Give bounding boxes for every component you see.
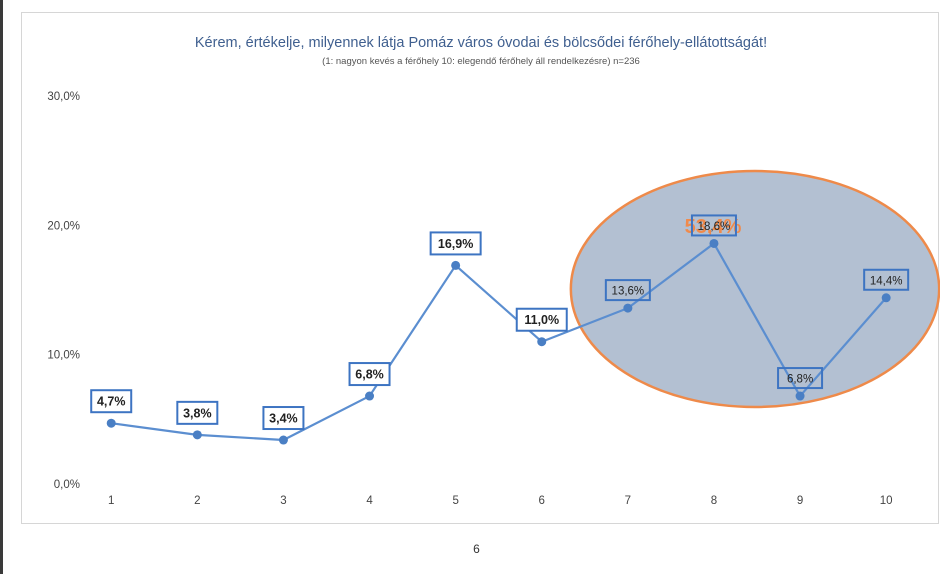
data-label-text: 3,8% bbox=[183, 406, 212, 420]
x-tick-label: 10 bbox=[880, 495, 893, 507]
data-label-text: 13,6% bbox=[612, 286, 645, 298]
x-tick-label: 8 bbox=[711, 495, 717, 507]
data-point-2 bbox=[192, 430, 202, 440]
chart-title: Kérem, értékelje, milyennek látja Pomáz … bbox=[195, 35, 767, 51]
axis-layer: 0,0% 10,0% 20,0% 30,0% 1 2 3 4 5 6 7 8 9 10 bbox=[47, 91, 892, 507]
data-point-10 bbox=[881, 293, 891, 303]
data-label-box bbox=[348, 362, 391, 387]
data-label-layer: 4,7% 3,8% 3,4% 6,8% 16,9% 11,0% 13,6% 18,6% 6,8%… bbox=[90, 214, 910, 431]
data-label-5: 16,9% bbox=[429, 231, 482, 256]
data-label-box bbox=[777, 367, 824, 390]
data-label-box bbox=[429, 231, 482, 256]
data-point-1 bbox=[106, 418, 116, 428]
data-label-box bbox=[690, 214, 737, 237]
series-layer bbox=[106, 238, 891, 445]
highlight-layer: 53,4% bbox=[569, 169, 940, 409]
data-label-10: 14,4% bbox=[863, 268, 910, 291]
data-label-8: 18,6% bbox=[690, 214, 737, 237]
y-tick-label: 10,0% bbox=[47, 350, 80, 362]
data-point-8 bbox=[709, 238, 719, 248]
x-tick-label: 4 bbox=[366, 495, 373, 507]
y-tick-label: 20,0% bbox=[47, 220, 80, 232]
x-tick-label: 9 bbox=[797, 495, 803, 507]
data-label-text: 14,4% bbox=[870, 275, 903, 287]
data-label-box bbox=[90, 389, 133, 414]
data-point-5 bbox=[451, 260, 461, 270]
data-label-4: 6,8% bbox=[348, 362, 391, 387]
x-tick-label: 6 bbox=[539, 495, 545, 507]
data-point-6 bbox=[537, 337, 547, 347]
data-label-7: 13,6% bbox=[604, 279, 651, 302]
chart-frame: Kérem, értékelje, milyennek látja Pomáz … bbox=[21, 12, 940, 524]
data-label-3: 3,4% bbox=[262, 406, 305, 431]
data-label-text: 4,7% bbox=[97, 395, 126, 409]
data-label-text: 6,8% bbox=[787, 374, 813, 386]
highlight-ellipse bbox=[569, 169, 940, 409]
data-label-6: 11,0% bbox=[515, 307, 568, 332]
data-label-box bbox=[515, 307, 568, 332]
data-label-text: 11,0% bbox=[524, 313, 559, 327]
data-label-box bbox=[863, 268, 910, 291]
data-label-text: 6,8% bbox=[355, 368, 384, 382]
data-point-4 bbox=[365, 391, 375, 401]
x-tick-label: 3 bbox=[280, 495, 286, 507]
data-label-text: 3,4% bbox=[269, 412, 298, 426]
highlight-total-label: 53,4% bbox=[685, 216, 742, 238]
data-point-9 bbox=[795, 391, 805, 401]
y-tick-label: 0,0% bbox=[54, 479, 80, 491]
data-point-7 bbox=[623, 303, 633, 313]
data-label-box bbox=[262, 406, 305, 431]
data-label-2: 3,8% bbox=[176, 400, 219, 425]
x-tick-label: 7 bbox=[625, 495, 631, 507]
data-label-box bbox=[604, 279, 651, 302]
x-tick-label: 2 bbox=[194, 495, 200, 507]
data-label-box bbox=[176, 400, 219, 425]
data-label-9: 6,8% bbox=[777, 367, 824, 390]
series-line bbox=[111, 242, 887, 442]
data-point-3 bbox=[278, 435, 288, 445]
data-label-1: 4,7% bbox=[90, 389, 133, 414]
y-tick-label: 30,0% bbox=[47, 91, 80, 103]
x-tick-label: 5 bbox=[452, 495, 458, 507]
data-label-text: 16,9% bbox=[438, 237, 473, 251]
chart-subtitle: (1: nagyon kevés a férőhely 10: elegendő… bbox=[322, 56, 640, 67]
line-chart: Kérem, értékelje, milyennek látja Pomáz … bbox=[47, 35, 940, 507]
page-number: 6 bbox=[473, 542, 480, 556]
x-tick-label: 1 bbox=[108, 495, 114, 507]
data-label-text: 18,6% bbox=[698, 221, 731, 233]
